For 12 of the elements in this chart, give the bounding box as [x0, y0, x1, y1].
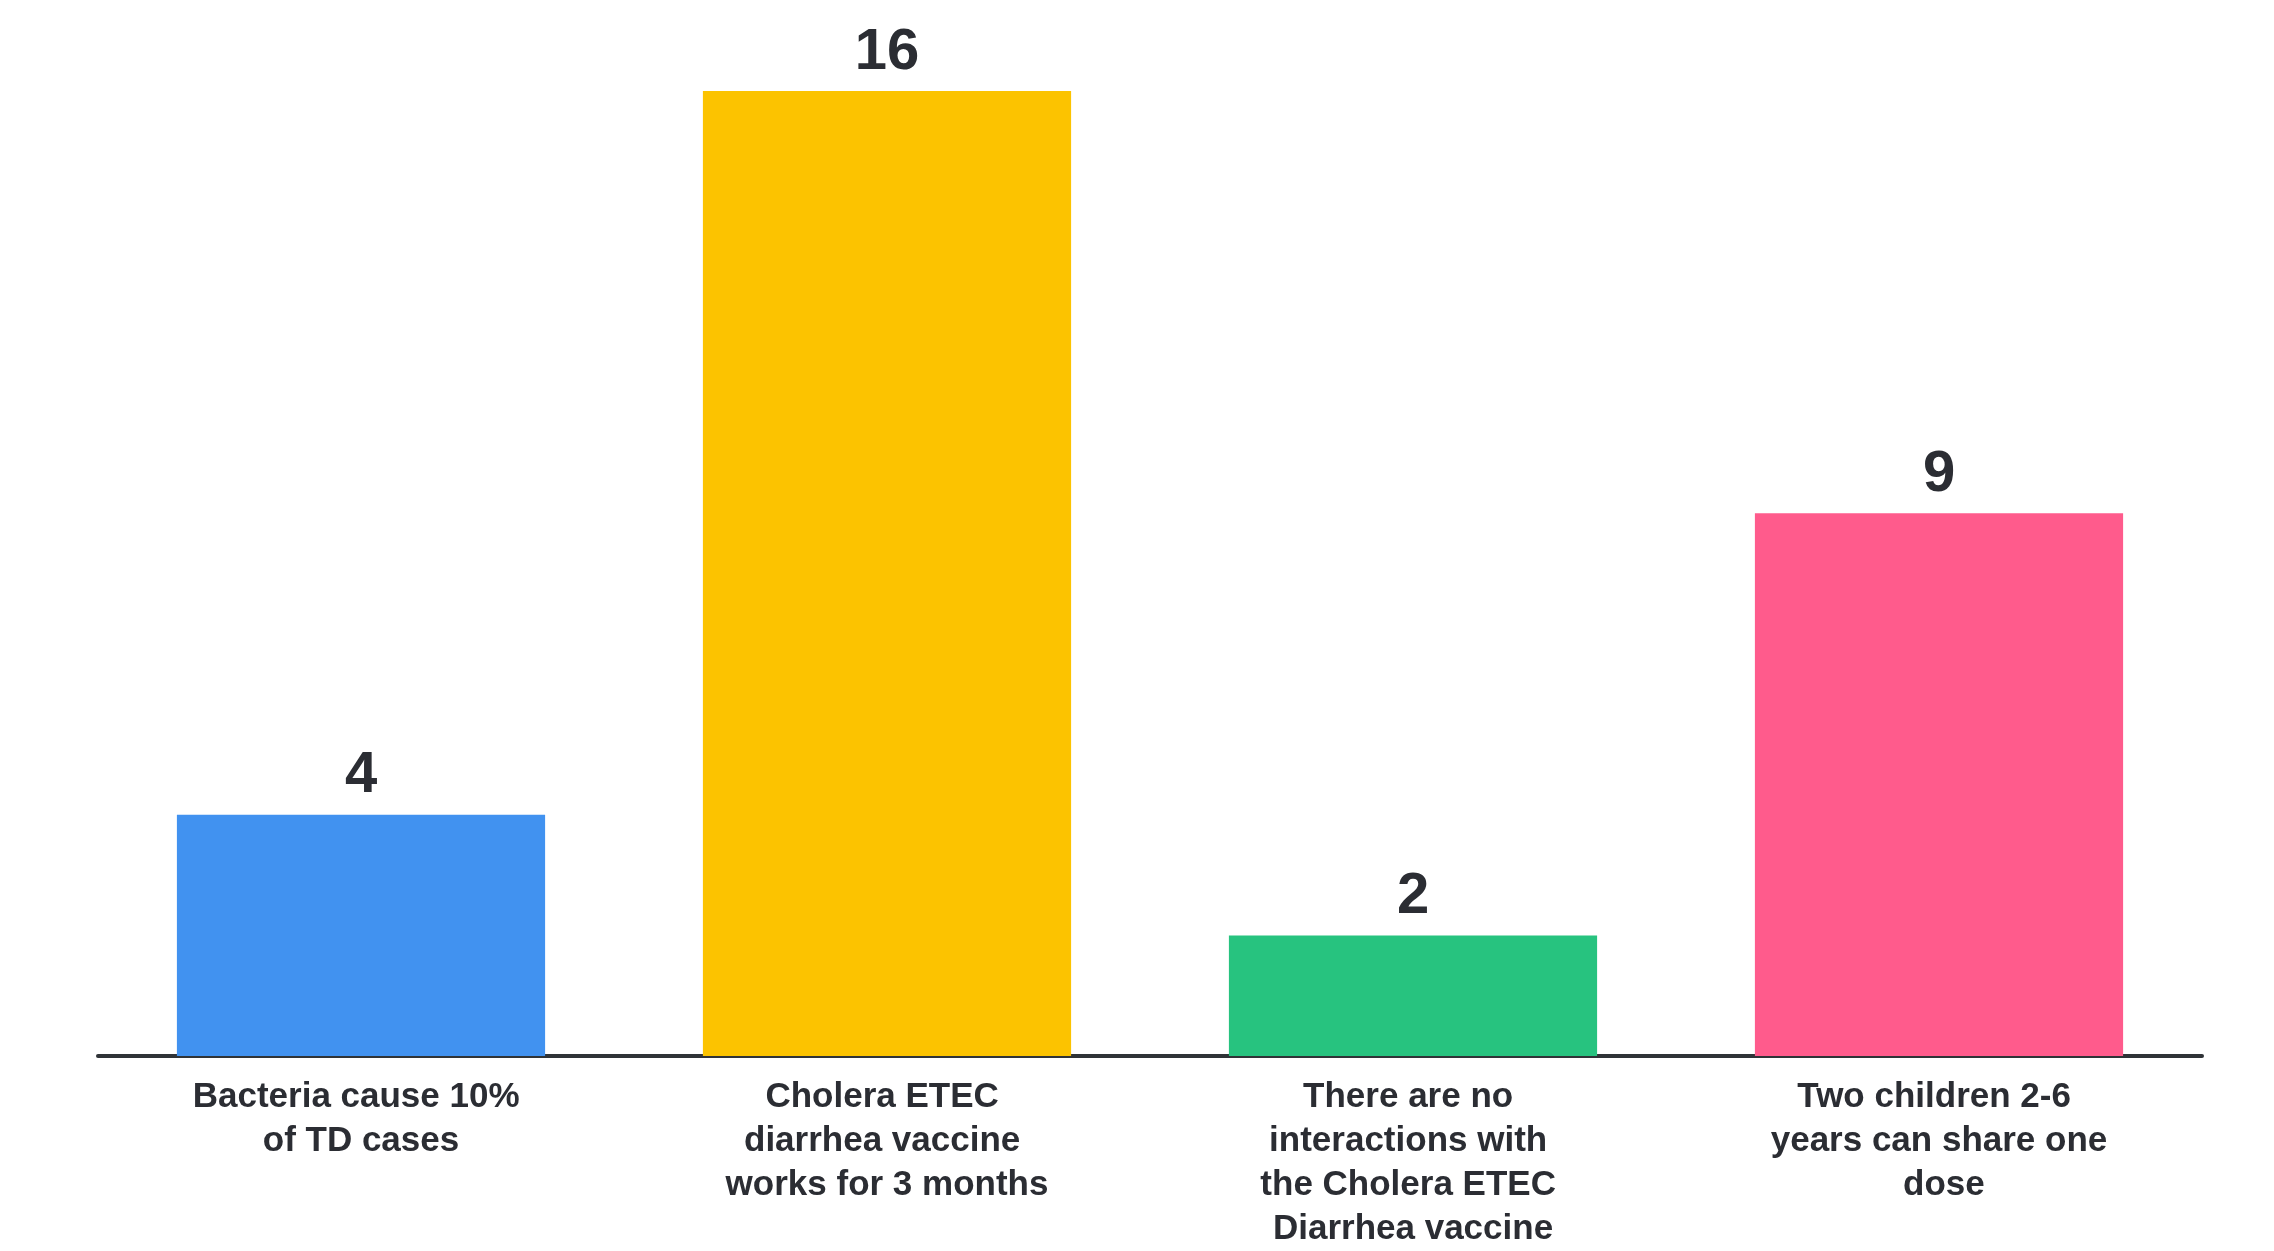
- data-label: 2: [1396, 859, 1430, 925]
- bar: [176, 814, 546, 1056]
- x-tick-label: Bacteria cause 10% of TD cases: [192, 1074, 530, 1158]
- x-tick-label: Cholera ETEC diarrhea vaccine works for 3 months: [724, 1074, 1049, 1202]
- x-tick-label: Two children 2-6 years can share one dose: [1770, 1074, 2108, 1202]
- data-label: 16: [854, 15, 920, 81]
- bar: [1228, 935, 1598, 1056]
- data-label: 9: [1922, 437, 1956, 503]
- bar: [1754, 513, 2124, 1056]
- data-label: 4: [344, 739, 378, 805]
- x-tick-label: There are no interactions with the Cholera ETEC Diarrhea vaccine: [1260, 1074, 1566, 1246]
- bar: [702, 91, 1072, 1056]
